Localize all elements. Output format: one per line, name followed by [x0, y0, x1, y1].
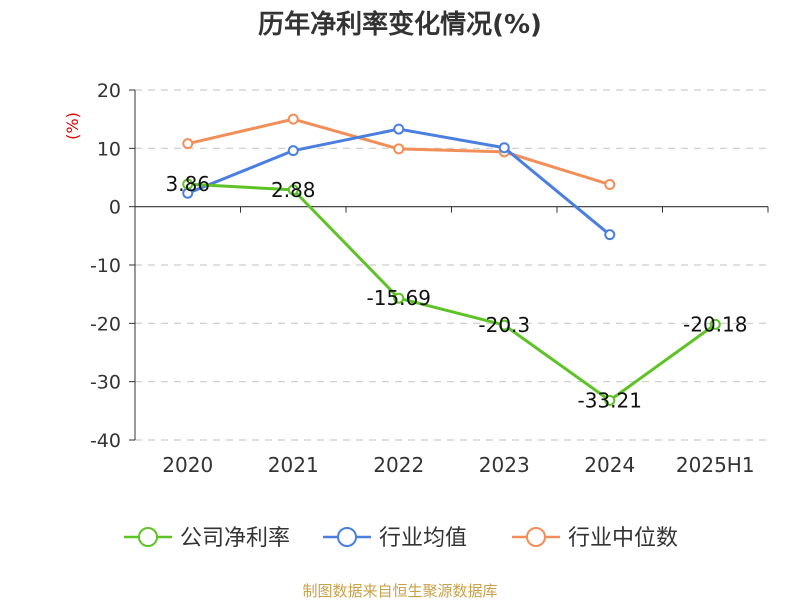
- y-tick-label: -40: [90, 430, 121, 452]
- data-label: 3.86: [165, 172, 210, 196]
- y-tick-label: -20: [90, 313, 121, 335]
- data-label-layer: 3.86 2.88 -15.69 -20.3 -33.21 -20.18: [165, 172, 747, 412]
- data-point-2: [393, 143, 405, 155]
- data-point-1: [287, 145, 299, 157]
- chart-title: 历年净利率变化情况(%): [258, 9, 542, 40]
- data-point-0: [393, 292, 405, 304]
- data-point-2: [287, 113, 299, 125]
- series-layer: [182, 113, 721, 406]
- data-label: -20.3: [478, 313, 530, 337]
- series-line-0: [187, 182, 717, 402]
- x-tick-label: 2021: [268, 453, 319, 477]
- data-label: -20.18: [683, 312, 747, 336]
- data-point-1: [604, 229, 616, 241]
- data-label: -15.69: [367, 286, 431, 310]
- data-point-0: [182, 178, 194, 190]
- source-note: 制图数据来自恒生聚源数据库: [302, 582, 497, 600]
- legend-label: 公司净利率: [180, 526, 290, 551]
- legend-marker: [526, 527, 546, 547]
- data-point-0: [709, 318, 721, 330]
- grid-layer: [135, 89, 768, 441]
- data-point-1: [393, 123, 405, 135]
- x-tick-label: 2022: [373, 453, 424, 477]
- legend-marker: [138, 527, 158, 547]
- legend: 公司净利率 行业均值 行业中位数: [124, 526, 678, 551]
- x-tick-label: 2024: [584, 453, 635, 477]
- y-tick-label: 20: [97, 80, 121, 102]
- data-point-1: [498, 142, 510, 154]
- y-tick-label: 10: [97, 138, 121, 160]
- y-tick-label: -30: [90, 372, 121, 394]
- y-tick-label: 0: [109, 197, 121, 219]
- x-tick-label: 2020: [162, 453, 213, 477]
- legend-label: 行业中位数: [568, 526, 678, 551]
- y-axis-unit-label: (%): [63, 112, 82, 140]
- data-point-0: [287, 184, 299, 196]
- x-tick-label: 2025H1: [676, 453, 755, 477]
- data-label: -33.21: [578, 388, 642, 412]
- data-point-2: [604, 179, 616, 190]
- legend-label: 行业均值: [379, 526, 467, 551]
- legend-marker: [337, 527, 357, 547]
- y-tick-label: -10: [90, 255, 121, 277]
- data-point-0: [604, 394, 616, 406]
- axis-layer: 20 10 0 -10 -20 -30 -40 2020 2021 2022 2023 2024 202…: [90, 80, 769, 477]
- x-tick-label: 2023: [479, 453, 530, 477]
- data-point-2: [182, 138, 194, 150]
- data-point-0: [498, 319, 510, 331]
- data-label: 2.88: [271, 178, 316, 202]
